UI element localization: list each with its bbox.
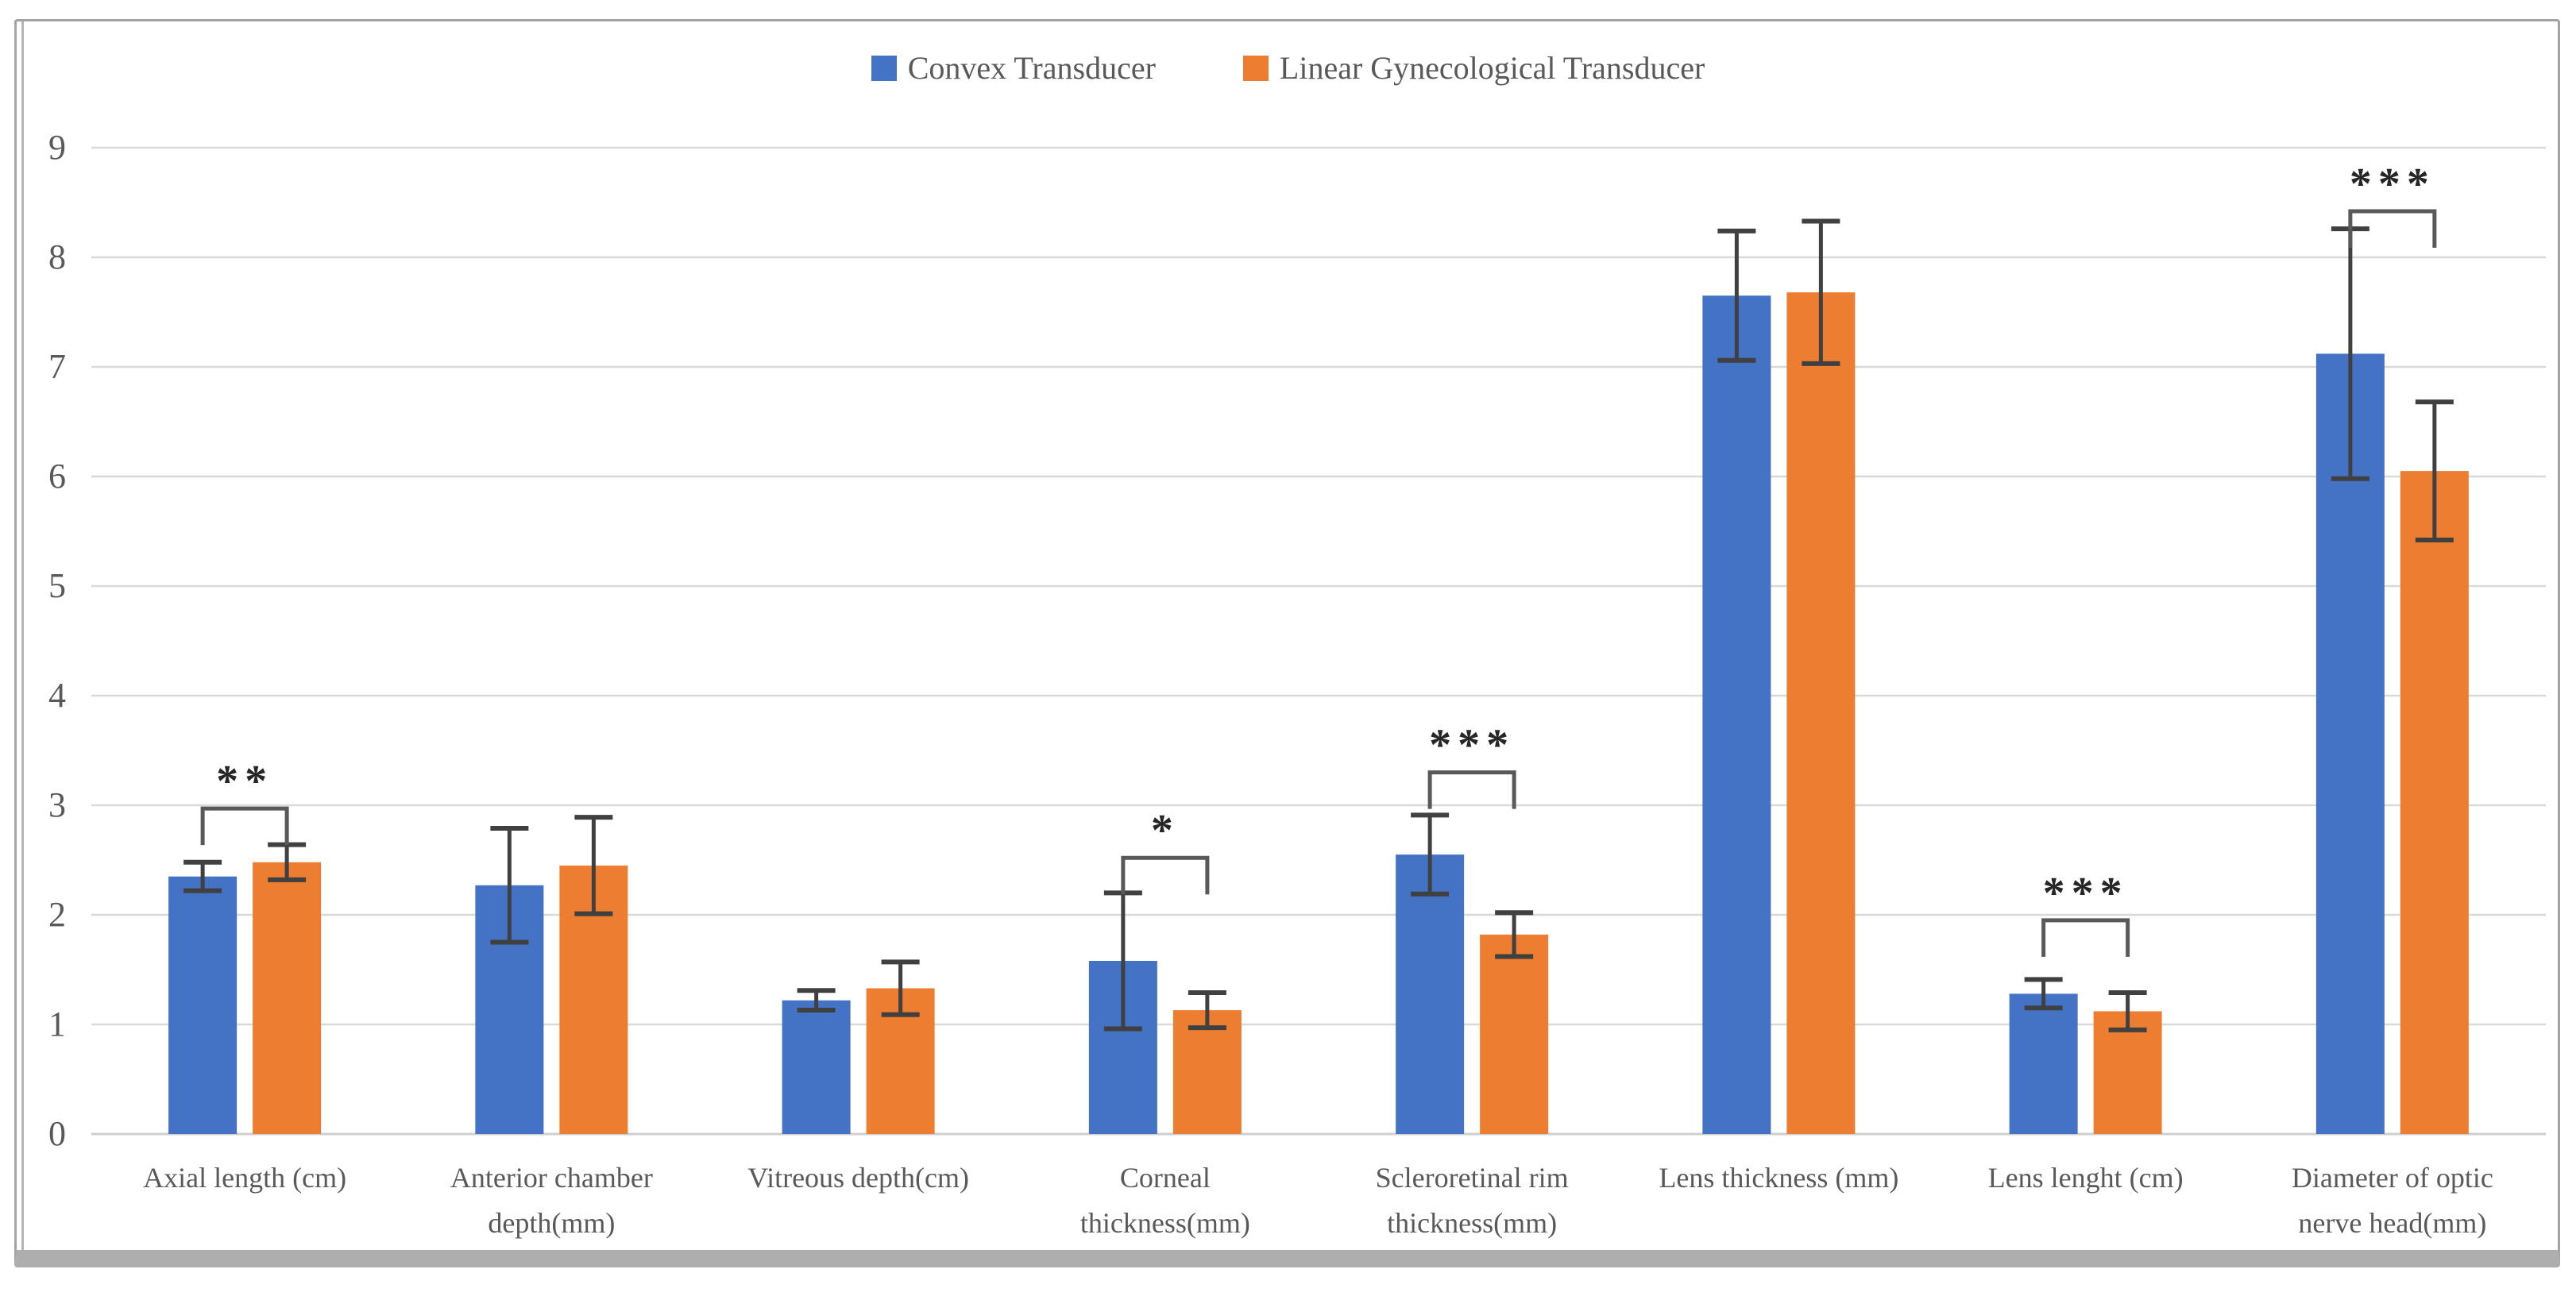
bar-convex <box>1702 295 1771 1134</box>
significance-stars: *** <box>2350 160 2435 209</box>
significance-bracket <box>200 806 289 846</box>
bar-linear <box>253 862 322 1134</box>
significance-stars: *** <box>2043 869 2129 918</box>
bar-convex <box>168 876 238 1134</box>
significance-stars: *** <box>1429 721 1515 770</box>
y-tick-label: 8 <box>48 237 66 276</box>
legend-label-convex: Convex Transducer <box>907 50 1156 86</box>
figure-frame <box>14 19 2560 1267</box>
bar-linear <box>1480 934 1549 1134</box>
y-tick-label: 5 <box>48 566 66 605</box>
significance-stars: * <box>1151 806 1180 855</box>
y-tick-label: 2 <box>48 895 66 934</box>
significance-bracket <box>2041 918 2130 957</box>
category-label: Lens lenght (cm) <box>1988 1162 2184 1194</box>
bar-linear <box>1172 1010 1242 1134</box>
category-label: Scleroretinal rim thickness(mm) <box>1376 1162 1569 1239</box>
category-label: Diameter of optic nerve head(mm) <box>2292 1162 2493 1239</box>
y-tick-label: 6 <box>48 457 66 496</box>
legend-label-linear: Linear Gynecological Transducer <box>1279 50 1705 86</box>
significance-bracket <box>1427 770 1516 809</box>
category-label: Corneal thickness(mm) <box>1080 1162 1250 1239</box>
category-label: Axial length (cm) <box>143 1162 346 1194</box>
bar-linear <box>1786 292 1856 1134</box>
y-tick-label: 0 <box>48 1114 66 1153</box>
significance-stars: ** <box>216 757 273 806</box>
y-tick-label: 9 <box>48 128 66 167</box>
significance-bracket <box>1121 855 1210 895</box>
bar-linear <box>2400 471 2469 1134</box>
bar-convex <box>1396 854 1465 1134</box>
bar-convex <box>782 1000 851 1134</box>
category-label: Lens thickness (mm) <box>1659 1162 1898 1194</box>
category-label: Vitreous depth(cm) <box>747 1162 969 1194</box>
bar-convex <box>2009 993 2078 1134</box>
legend-swatch-convex-icon <box>871 55 897 81</box>
legend-item-linear: Linear Gynecological Transducer <box>1242 49 1705 87</box>
y-tick-label: 1 <box>48 1005 66 1043</box>
legend-swatch-linear-icon <box>1242 55 1269 81</box>
bar-convex <box>2315 353 2385 1134</box>
y-tick-label: 7 <box>48 347 66 386</box>
category-label: Anterior chamber depth(mm) <box>450 1162 653 1239</box>
frame-left-inner-line <box>21 21 24 1250</box>
legend-item-convex: Convex Transducer <box>871 49 1156 87</box>
y-tick-label: 3 <box>48 785 66 824</box>
y-tick-label: 4 <box>48 676 66 715</box>
significance-bracket <box>2348 209 2437 249</box>
chart-legend: Convex Transducer Linear Gynecological T… <box>0 49 2576 87</box>
